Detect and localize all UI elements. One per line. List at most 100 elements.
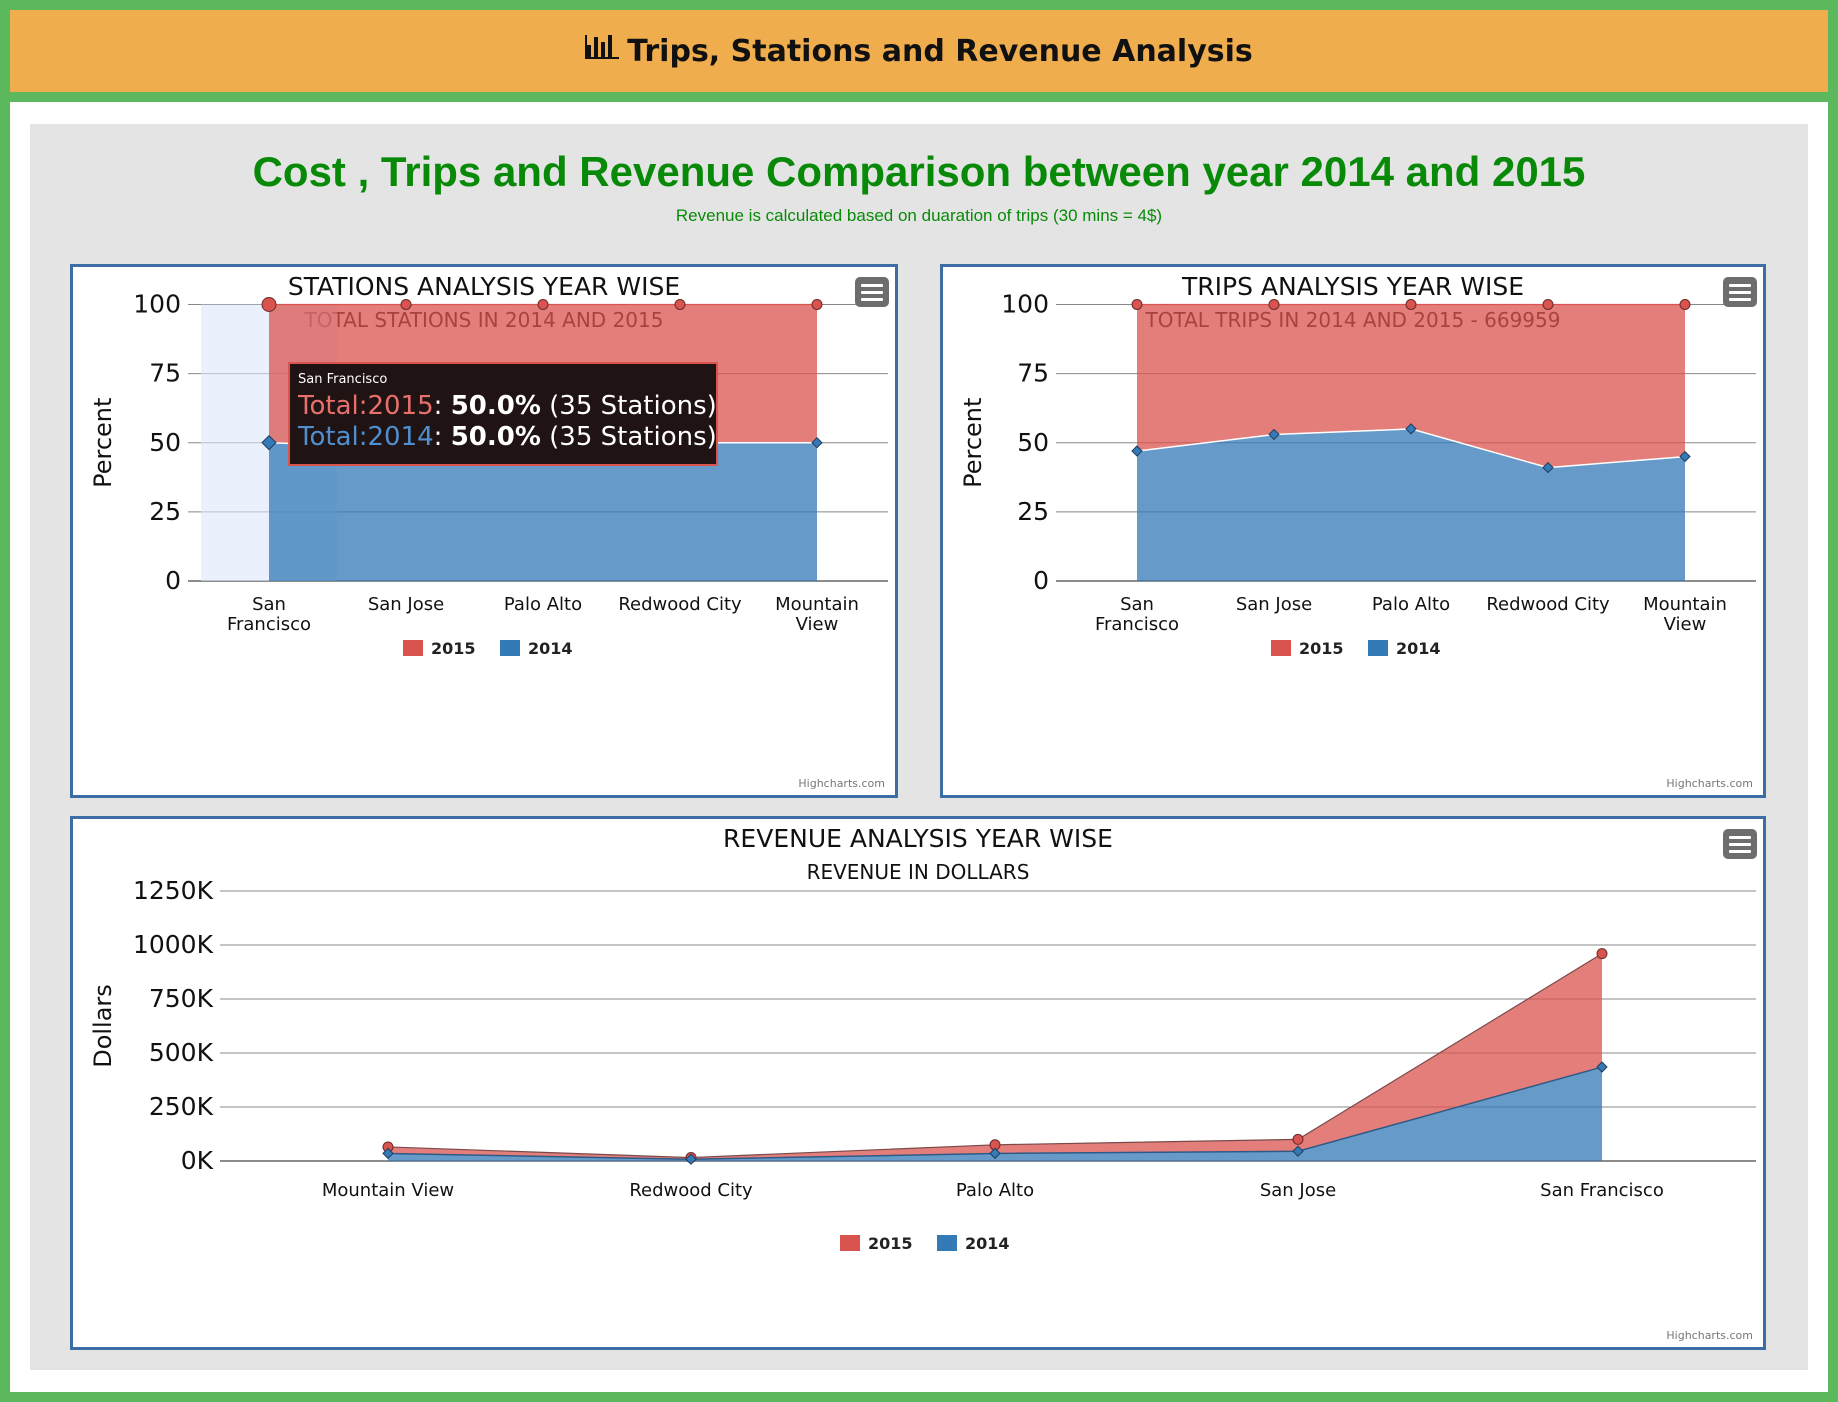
y-tick-label: 1000K bbox=[133, 930, 214, 959]
app-header: Trips, Stations and Revenue Analysis bbox=[10, 10, 1828, 92]
legend-label[interactable]: 2015 bbox=[1299, 639, 1344, 658]
revenue-chart-svg: REVENUE ANALYSIS YEAR WISE REVENUE IN DOL… bbox=[89, 824, 1756, 1342]
legend-swatch[interactable] bbox=[1271, 640, 1291, 656]
tooltip-series-name: Total:2015 bbox=[298, 391, 434, 421]
point-2014[interactable] bbox=[382, 1147, 394, 1160]
x-tick-label: San Jose bbox=[368, 594, 444, 615]
x-tick-label: San Francisco bbox=[227, 594, 311, 635]
y-tick-label: 25 bbox=[1017, 497, 1049, 526]
area-2014 bbox=[1137, 428, 1685, 581]
y-tick-label: 50 bbox=[1017, 428, 1049, 457]
x-tick-label: San Francisco bbox=[1540, 1180, 1664, 1201]
point-2015[interactable] bbox=[1596, 948, 1608, 960]
y-axis-label: Percent bbox=[89, 398, 117, 488]
revenue-chart: REVENUE ANALYSIS YEAR WISE REVENUE IN DOL… bbox=[70, 816, 1766, 1350]
y-tick-label: 100 bbox=[1001, 290, 1049, 319]
legend-label[interactable]: 2014 bbox=[1396, 639, 1441, 658]
stations-chart: STATIONS ANALYSIS YEAR WISETOTAL STATION… bbox=[70, 264, 898, 798]
point-2014[interactable] bbox=[1679, 450, 1691, 463]
legend-swatch[interactable] bbox=[840, 1235, 860, 1251]
point-2015[interactable] bbox=[1292, 1133, 1304, 1145]
y-tick-label: 25 bbox=[149, 497, 181, 526]
chart-credit[interactable]: Highcharts.com bbox=[798, 777, 885, 790]
legend-label[interactable]: 2014 bbox=[528, 639, 573, 658]
chart-title: STATIONS ANALYSIS YEAR WISE bbox=[288, 272, 680, 301]
page-title: Cost , Trips and Revenue Comparison betw… bbox=[252, 148, 1586, 195]
point-2014[interactable] bbox=[1405, 423, 1417, 435]
point-2014[interactable] bbox=[685, 1153, 697, 1165]
chart-credit[interactable]: Highcharts.com bbox=[1666, 777, 1753, 790]
point-2015[interactable] bbox=[811, 299, 823, 310]
point-2014[interactable] bbox=[1596, 1061, 1608, 1073]
tooltip-row-2015: Total:2015: 50.0% (35 Stations) bbox=[298, 391, 717, 421]
y-tick-label: 500K bbox=[149, 1038, 214, 1067]
x-tick-label: Redwood City bbox=[629, 1180, 753, 1201]
y-tick-label: 750K bbox=[149, 984, 214, 1013]
x-tick-label: San Francisco bbox=[1095, 594, 1179, 635]
legend-swatch[interactable] bbox=[500, 640, 520, 656]
tooltip-value: 50.0% bbox=[450, 391, 541, 421]
y-axis-label: Percent bbox=[959, 398, 987, 488]
app-title: Trips, Stations and Revenue Analysis bbox=[627, 33, 1253, 69]
point-2014[interactable] bbox=[1292, 1145, 1304, 1157]
point-2014[interactable] bbox=[989, 1147, 1001, 1160]
y-tick-label: 1250K bbox=[133, 876, 214, 905]
y-tick-label: 0 bbox=[1033, 566, 1049, 595]
x-tick-label: Redwood City bbox=[1486, 594, 1610, 615]
hamburger-menu-icon[interactable] bbox=[1723, 277, 1757, 307]
point-2014[interactable] bbox=[1542, 461, 1554, 474]
trips-chart-svg: TRIPS ANALYSIS YEAR WISETOTAL TRIPS IN 2… bbox=[959, 272, 1756, 790]
point-2015[interactable] bbox=[1405, 299, 1417, 310]
area-2014 bbox=[269, 442, 817, 581]
point-2015[interactable] bbox=[261, 297, 277, 312]
chart-title: TRIPS ANALYSIS YEAR WISE bbox=[1181, 272, 1524, 301]
x-tick-label: Palo Alto bbox=[1372, 594, 1450, 615]
y-tick-label: 100 bbox=[133, 290, 181, 319]
x-tick-label: Palo Alto bbox=[504, 594, 582, 615]
point-2015[interactable] bbox=[400, 299, 412, 310]
tooltip-detail: (35 Stations) bbox=[549, 422, 717, 452]
y-tick-label: 0 bbox=[165, 566, 181, 595]
x-tick-label: Mountain View bbox=[1643, 594, 1727, 635]
point-2014[interactable] bbox=[811, 436, 823, 449]
y-tick-label: 75 bbox=[1017, 359, 1049, 388]
legend-label[interactable]: 2015 bbox=[431, 639, 476, 658]
chart-tooltip: San Francisco Total:2015: 50.0% (35 Stat… bbox=[288, 362, 718, 466]
y-tick-label: 0K bbox=[181, 1146, 214, 1175]
chart-title: REVENUE ANALYSIS YEAR WISE bbox=[723, 824, 1113, 853]
point-2014[interactable] bbox=[261, 434, 277, 451]
point-2015[interactable] bbox=[1268, 299, 1280, 310]
legend-swatch[interactable] bbox=[1368, 640, 1388, 656]
trips-chart: TRIPS ANALYSIS YEAR WISETOTAL TRIPS IN 2… bbox=[940, 264, 1766, 798]
point-2015[interactable] bbox=[537, 299, 549, 310]
hamburger-menu-icon[interactable] bbox=[855, 277, 889, 307]
tooltip-row-2014: Total:2014: 50.0% (35 Stations) bbox=[298, 422, 717, 452]
point-2015[interactable] bbox=[674, 299, 686, 310]
y-axis-label: Dollars bbox=[89, 984, 117, 1068]
bar-chart-icon bbox=[585, 33, 621, 69]
chart-subtitle: REVENUE IN DOLLARS bbox=[807, 860, 1030, 884]
point-2014[interactable] bbox=[1131, 445, 1143, 457]
y-tick-label: 250K bbox=[149, 1092, 214, 1121]
area-2015 bbox=[1137, 304, 1685, 468]
legend-swatch[interactable] bbox=[403, 640, 423, 656]
x-tick-label: Redwood City bbox=[618, 594, 742, 615]
y-tick-label: 50 bbox=[149, 428, 181, 457]
area-2014 bbox=[388, 1067, 1602, 1161]
legend-label[interactable]: 2014 bbox=[965, 1234, 1010, 1253]
chart-credit[interactable]: Highcharts.com bbox=[1666, 1329, 1753, 1342]
x-tick-label: Palo Alto bbox=[956, 1180, 1034, 1201]
tooltip-value: 50.0% bbox=[450, 422, 541, 452]
stations-chart-svg: STATIONS ANALYSIS YEAR WISETOTAL STATION… bbox=[89, 272, 888, 790]
hamburger-menu-icon[interactable] bbox=[1723, 829, 1757, 859]
point-2015[interactable] bbox=[1679, 299, 1691, 310]
legend-label[interactable]: 2015 bbox=[868, 1234, 913, 1253]
legend-swatch[interactable] bbox=[937, 1235, 957, 1251]
x-tick-label: Mountain View bbox=[322, 1180, 454, 1201]
y-tick-label: 75 bbox=[149, 359, 181, 388]
x-tick-label: Mountain View bbox=[775, 594, 859, 635]
point-2014[interactable] bbox=[1268, 428, 1280, 441]
point-2015[interactable] bbox=[1542, 299, 1554, 310]
x-tick-label: San Jose bbox=[1260, 1180, 1336, 1201]
point-2015[interactable] bbox=[1131, 299, 1143, 310]
